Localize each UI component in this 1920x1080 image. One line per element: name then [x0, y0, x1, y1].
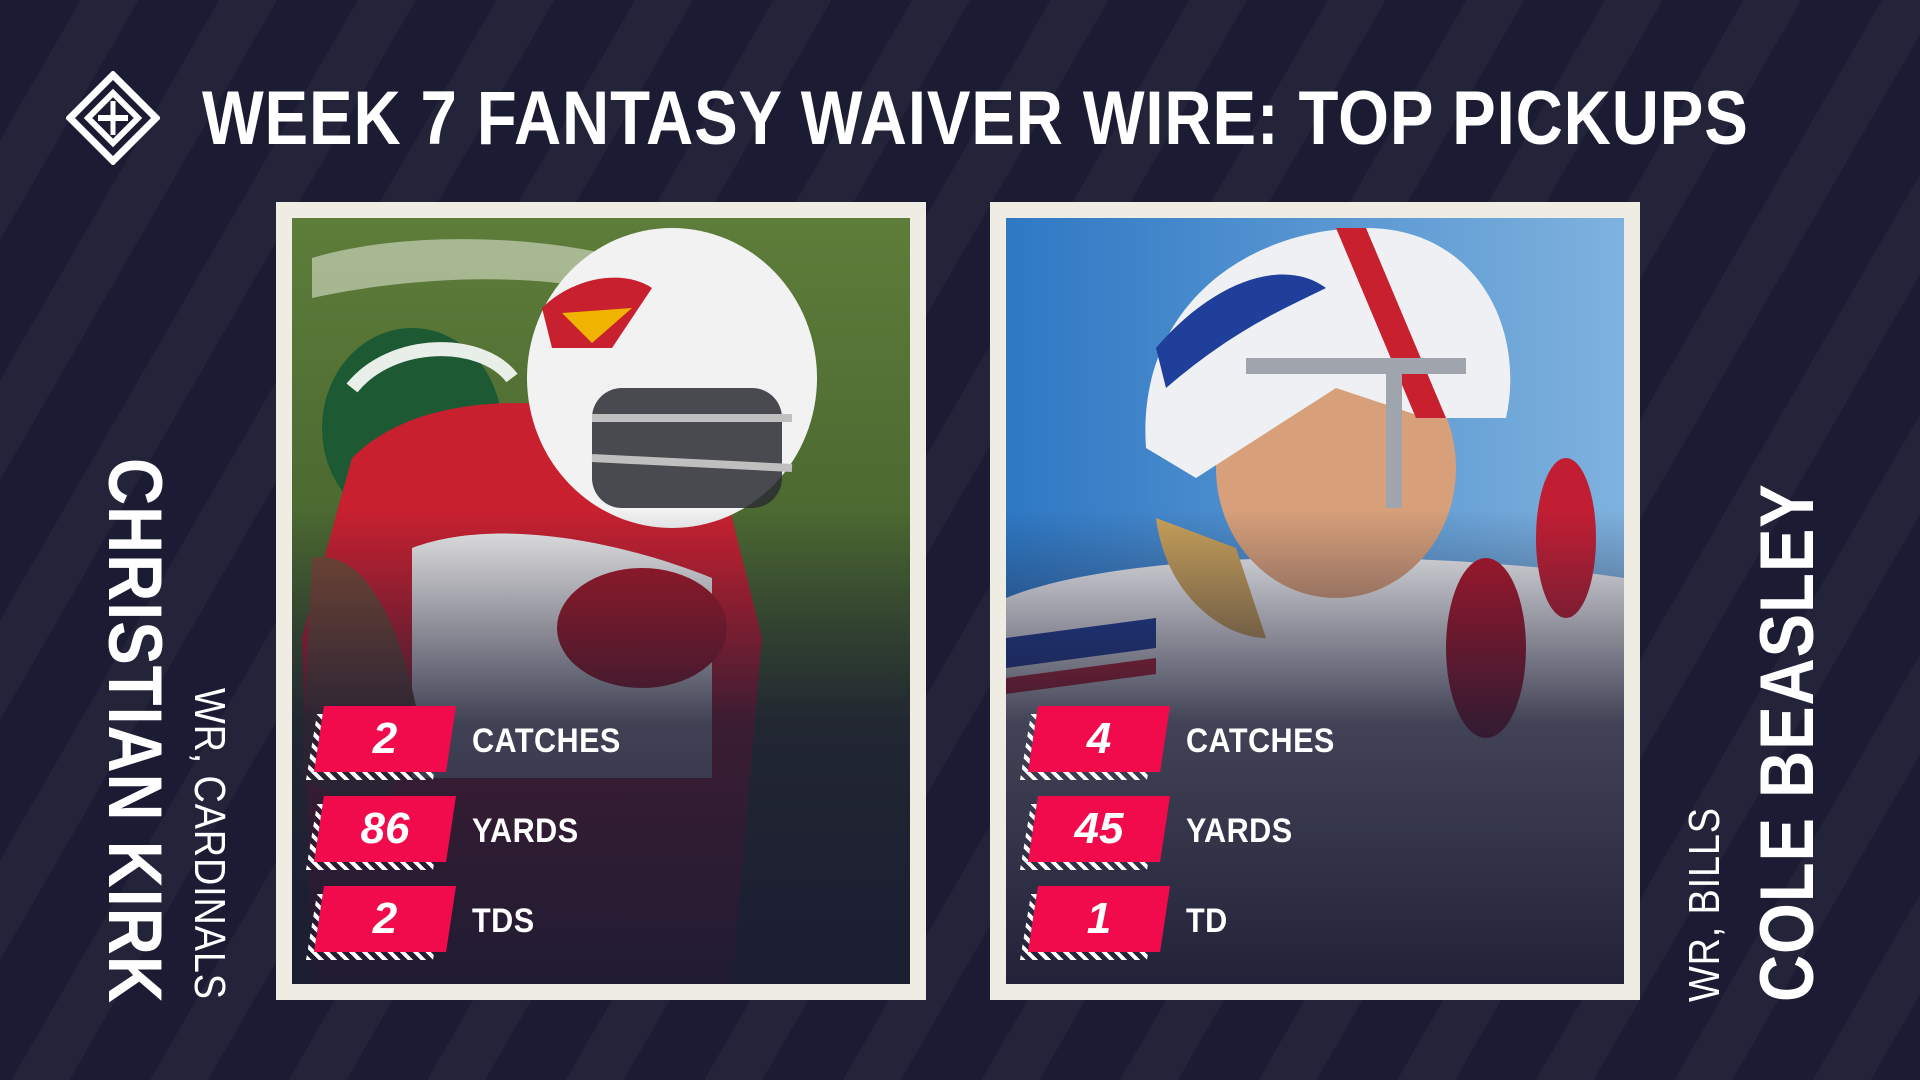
stat-value-box: 2	[306, 886, 456, 960]
stat-label: TD	[1186, 901, 1228, 940]
stat-value: 2	[314, 706, 456, 772]
stat-row-tds: 2 TDS	[306, 882, 637, 960]
stat-value: 4	[1028, 706, 1170, 772]
player-name-left: CHRISTIAN KIRK	[92, 458, 177, 1004]
player-position-left: WR, CARDINALS	[185, 688, 234, 1000]
player-card-christian-kirk: 2 CATCHES 86 YARDS 2 TDS	[276, 202, 926, 1000]
sporting-news-logo-icon	[66, 71, 160, 165]
stat-row-catches: 4 CATCHES	[1020, 702, 1351, 780]
stat-row-yards: 86 YARDS	[306, 792, 637, 870]
stat-value-box: 86	[306, 796, 456, 870]
player-position-right: WR, BILLS	[1680, 807, 1729, 1002]
page-title: WEEK 7 FANTASY WAIVER WIRE: TOP PICKUPS	[202, 75, 1749, 161]
stat-label: CATCHES	[1186, 721, 1335, 760]
header: WEEK 7 FANTASY WAIVER WIRE: TOP PICKUPS	[66, 70, 1920, 166]
stat-value-box: 2	[306, 706, 456, 780]
stat-value: 45	[1028, 796, 1170, 862]
stat-label: YARDS	[1186, 811, 1293, 850]
stats-list: 2 CATCHES 86 YARDS 2 TDS	[306, 702, 637, 972]
stats-list: 4 CATCHES 45 YARDS 1 TD	[1020, 702, 1351, 972]
stat-value: 2	[314, 886, 456, 952]
stat-value-box: 45	[1020, 796, 1170, 870]
stat-label: CATCHES	[472, 721, 621, 760]
stat-value-box: 4	[1020, 706, 1170, 780]
stat-label: TDS	[472, 901, 535, 940]
stat-value: 1	[1028, 886, 1170, 952]
player-card-cole-beasley: 4 CATCHES 45 YARDS 1 TD	[990, 202, 1640, 1000]
stat-value: 86	[314, 796, 456, 862]
stat-row-yards: 45 YARDS	[1020, 792, 1351, 870]
stat-row-catches: 2 CATCHES	[306, 702, 637, 780]
stat-value-box: 1	[1020, 886, 1170, 960]
player-name-right: COLE BEASLEY	[1745, 483, 1830, 1002]
stat-label: YARDS	[472, 811, 579, 850]
stat-row-td: 1 TD	[1020, 882, 1351, 960]
